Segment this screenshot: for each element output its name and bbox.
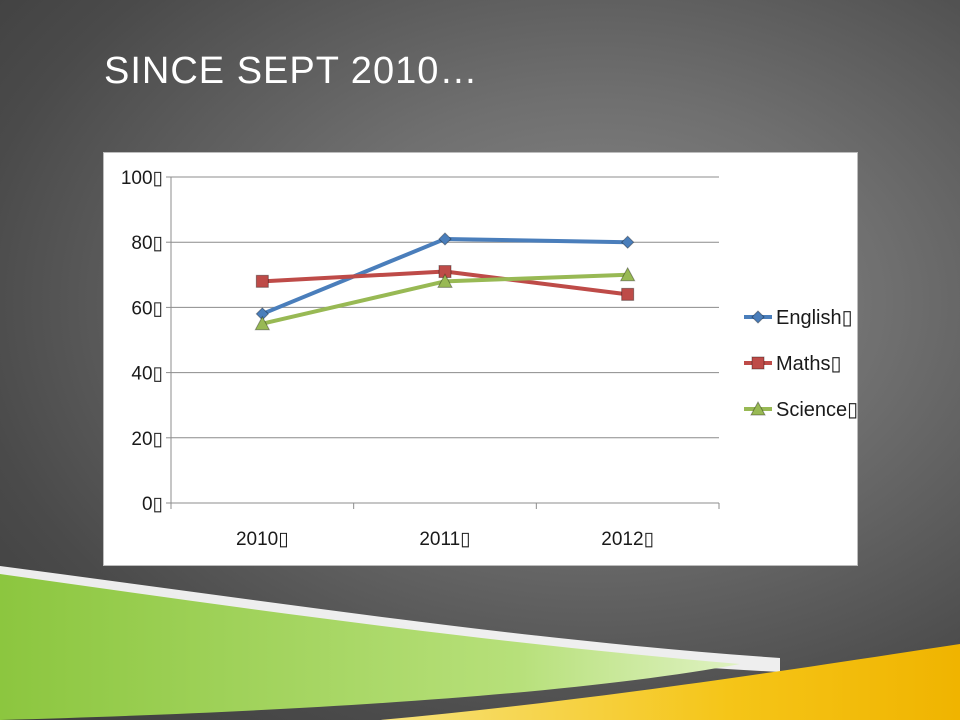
data-point-science — [619, 266, 636, 282]
data-point-english — [620, 235, 635, 249]
x-tick-label: 2010▯ — [236, 529, 289, 550]
y-tick-label: 60▯ — [131, 298, 163, 319]
data-point-maths — [621, 287, 635, 301]
y-tick-label: 20▯ — [131, 429, 163, 450]
legend-marker-maths — [751, 356, 765, 370]
x-tick-label: 2011▯ — [419, 529, 470, 550]
axes: 0▯ 20▯ 40▯ 60▯ 80▯ 100▯ 2010▯ 2011▯ 2012▯ — [121, 168, 720, 550]
data-point-science — [254, 315, 271, 331]
legend-marker-english — [751, 310, 765, 324]
data-point-maths — [255, 274, 269, 288]
legend-label-science: Science▯ — [776, 399, 858, 421]
white-swoosh — [0, 566, 780, 672]
legend-marker-science — [750, 400, 766, 416]
line-chart: 0▯ 20▯ 40▯ 60▯ 80▯ 100▯ 2010▯ 2011▯ 2012▯ Englis… — [121, 168, 858, 550]
green-swoosh — [0, 574, 740, 720]
legend-label-maths: Maths▯ — [776, 353, 841, 375]
data-point-science — [437, 273, 453, 288]
yellow-swoosh — [380, 644, 960, 720]
y-tick-label: 80▯ — [131, 233, 163, 254]
y-tick-label: 100▯ — [121, 168, 163, 189]
series-lines — [254, 232, 636, 331]
data-point-english — [438, 232, 452, 246]
legend: English▯ Maths▯ Science▯ — [744, 307, 858, 421]
gridlines — [171, 176, 719, 504]
x-tick-label: 2012▯ — [601, 529, 654, 550]
legend-label-english: English▯ — [776, 307, 853, 329]
slide-title: SINCE SEPT 2010… — [104, 50, 479, 92]
y-tick-label: 0▯ — [142, 494, 163, 515]
decorative-swoosh — [0, 566, 960, 720]
y-tick-label: 40▯ — [131, 364, 163, 385]
chart-container: 0▯ 20▯ 40▯ 60▯ 80▯ 100▯ 2010▯ 2011▯ 2012▯ Englis… — [103, 152, 858, 566]
